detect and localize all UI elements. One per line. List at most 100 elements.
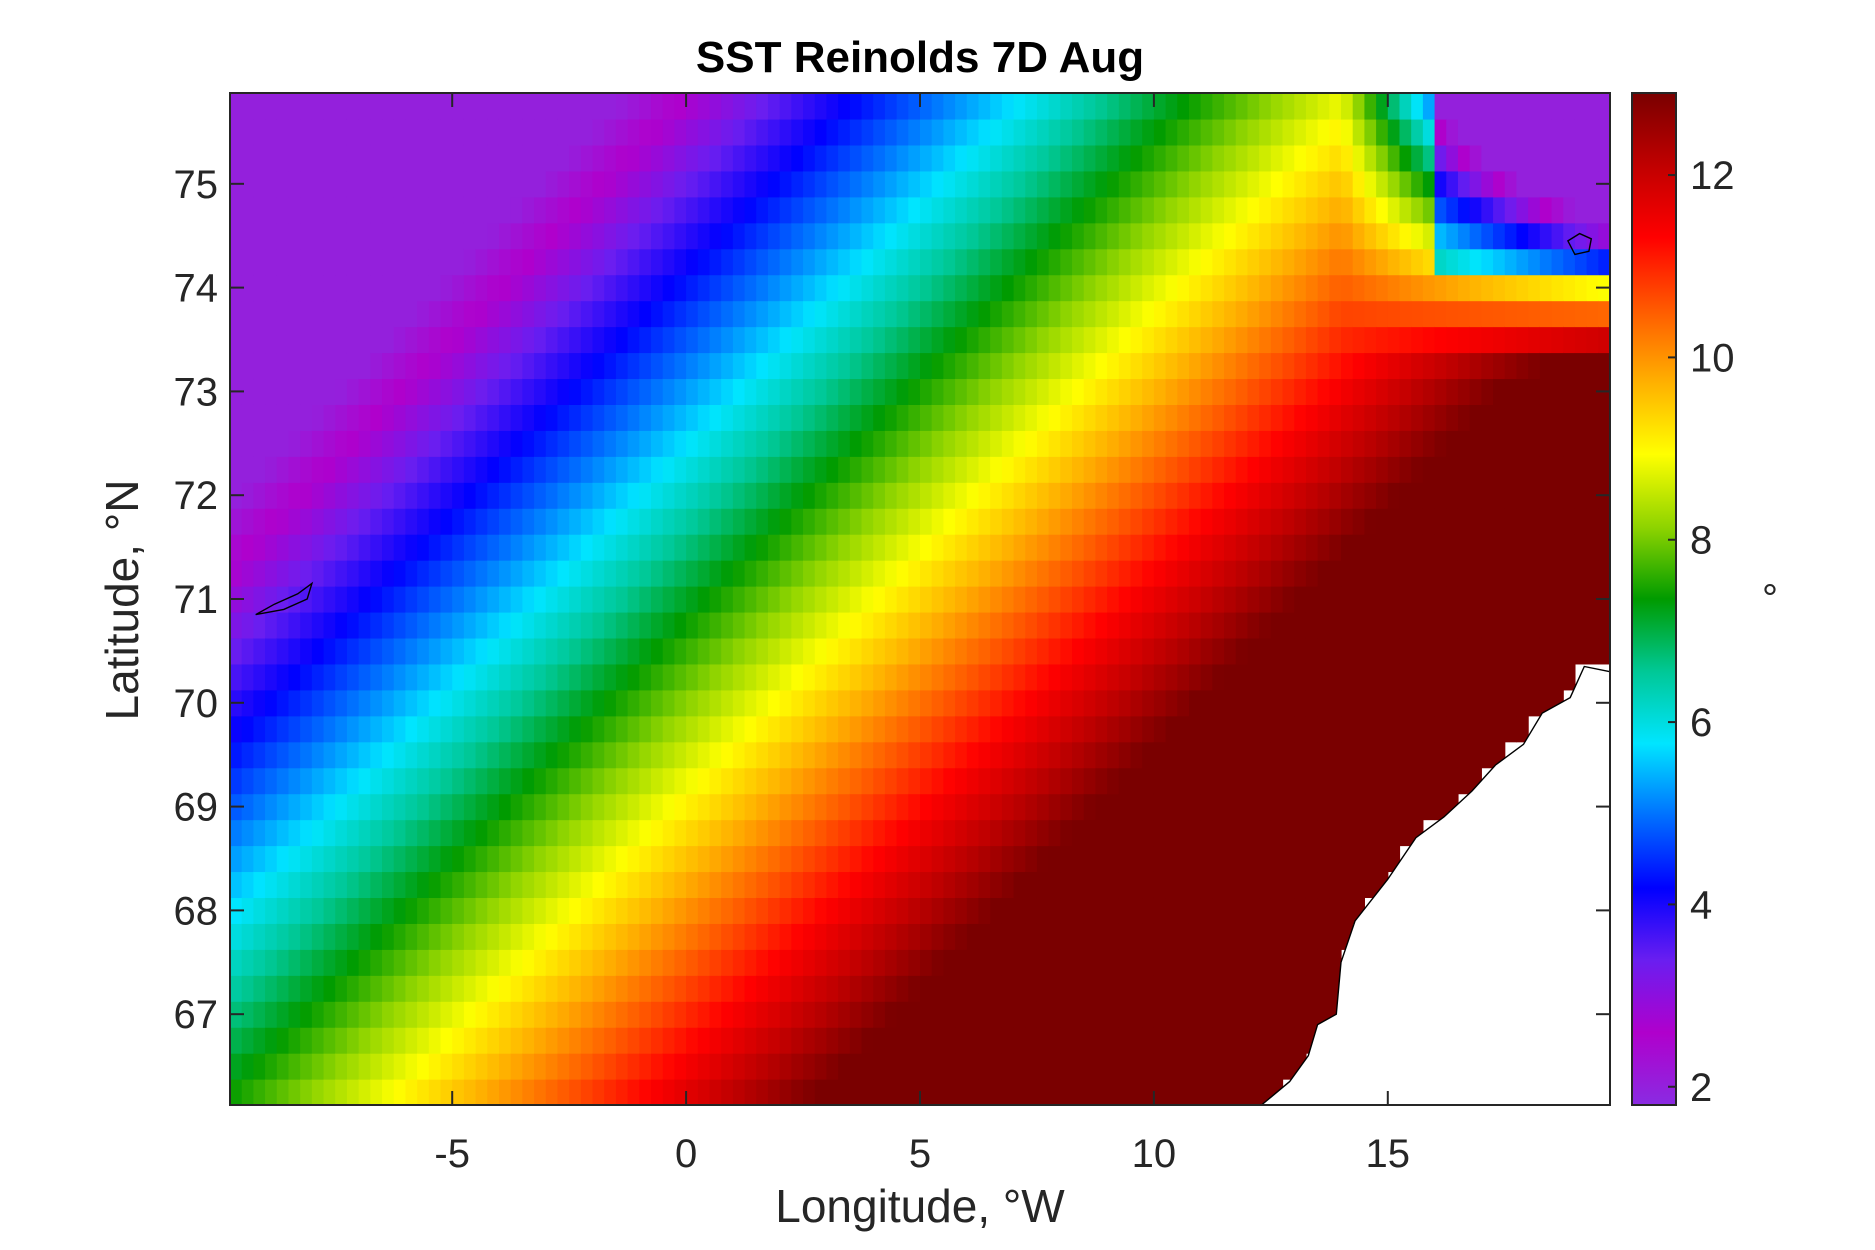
heat-cell (463, 378, 477, 405)
heat-cell (674, 845, 687, 873)
heat-cell (1072, 586, 1085, 613)
heat-cell (382, 949, 395, 976)
heat-cell (428, 793, 442, 821)
heat-cell (1376, 560, 1389, 587)
heat-cell (791, 508, 804, 535)
heat-cell (884, 1079, 898, 1106)
heat-cell (966, 326, 980, 354)
heat-cell (931, 689, 944, 717)
heat-cell (873, 949, 886, 976)
heat-cell (1013, 793, 1026, 821)
heat-cell (1048, 1053, 1061, 1080)
heat-cell (1247, 144, 1260, 172)
heat-cell (721, 222, 734, 250)
heat-cell (943, 274, 956, 302)
heat-cell (463, 196, 477, 224)
heat-cell (1247, 611, 1260, 639)
heat-cell (522, 663, 535, 691)
heat-cell (908, 482, 921, 509)
heat-cell (1212, 560, 1225, 587)
heat-cell (1387, 689, 1401, 717)
heat-cell (639, 897, 652, 924)
heat-cell (253, 1027, 266, 1054)
heat-cell (1013, 144, 1026, 172)
heat-cell (1095, 1027, 1108, 1054)
heat-cell (440, 586, 453, 613)
heat-cell (814, 352, 828, 380)
heat-cell (686, 196, 699, 224)
heat-cell (849, 819, 863, 847)
heat-cell (721, 611, 734, 639)
heat-cell (440, 118, 453, 146)
heat-cell (1188, 170, 1202, 198)
heat-cell (1493, 326, 1506, 354)
heat-cell (1001, 482, 1015, 509)
heat-cell (1411, 196, 1424, 224)
heat-cell (335, 1001, 348, 1028)
heat-cell (1212, 949, 1225, 976)
heat-cell (604, 586, 617, 613)
heat-cell (440, 144, 453, 172)
heat-cell (463, 560, 477, 587)
heat-cell (382, 326, 395, 354)
heat-cell (1341, 352, 1354, 380)
heat-cell (826, 326, 839, 354)
heat-cell (651, 923, 664, 950)
heat-cell (978, 170, 991, 198)
heat-cell (1504, 663, 1518, 691)
heat-cell (1060, 378, 1073, 405)
heat-cell (615, 430, 629, 457)
heat-cell (487, 1027, 500, 1054)
heat-cell (838, 767, 851, 795)
heat-cell (1107, 845, 1120, 873)
heat-cell (440, 663, 453, 691)
heat-cell (253, 1053, 266, 1080)
heat-cell (1247, 300, 1260, 328)
heat-cell (510, 767, 523, 795)
heat-cell (417, 1053, 430, 1080)
heat-cell (1048, 611, 1061, 639)
heat-cell (1188, 144, 1202, 172)
heat-cell (1153, 430, 1167, 457)
heat-cell (370, 586, 383, 613)
heat-cell (604, 819, 617, 847)
heat-cell (744, 144, 757, 172)
heat-cell (1516, 300, 1529, 328)
heat-cell (569, 1079, 582, 1106)
heat-cell (1376, 300, 1389, 328)
heat-cell (382, 482, 395, 509)
heat-cell (1481, 456, 1494, 483)
heat-cell (580, 248, 594, 276)
heat-cell (1504, 118, 1518, 146)
heat-cell (405, 93, 418, 120)
heat-cell (990, 144, 1003, 172)
heat-cell (1317, 196, 1330, 224)
heat-cell (861, 170, 874, 198)
heat-cell (767, 975, 781, 1002)
heat-cell (241, 819, 254, 847)
heat-cell (510, 118, 523, 146)
heat-cell (1399, 378, 1412, 405)
heat-cell (1247, 326, 1260, 354)
heat-cell (756, 482, 769, 509)
heat-cell (1481, 144, 1494, 172)
heat-cell (1212, 1001, 1225, 1028)
heat-cell (884, 118, 898, 146)
heat-cell (300, 534, 313, 561)
heat-cell (873, 352, 886, 380)
heat-cell (1551, 430, 1564, 457)
heat-cell (779, 93, 792, 120)
heat-cell (241, 923, 254, 950)
heat-cell (978, 482, 991, 509)
heat-cell (803, 1053, 816, 1080)
heat-cell (1200, 430, 1213, 457)
heat-cell (1095, 949, 1108, 976)
heat-cell (498, 611, 512, 639)
heat-cell (1481, 482, 1494, 509)
heat-cell (615, 1027, 629, 1054)
heat-cell (1095, 300, 1108, 328)
heat-cell (300, 93, 313, 120)
heat-cell (1586, 586, 1599, 613)
heat-cell (721, 897, 734, 924)
heat-cell (300, 1053, 313, 1080)
